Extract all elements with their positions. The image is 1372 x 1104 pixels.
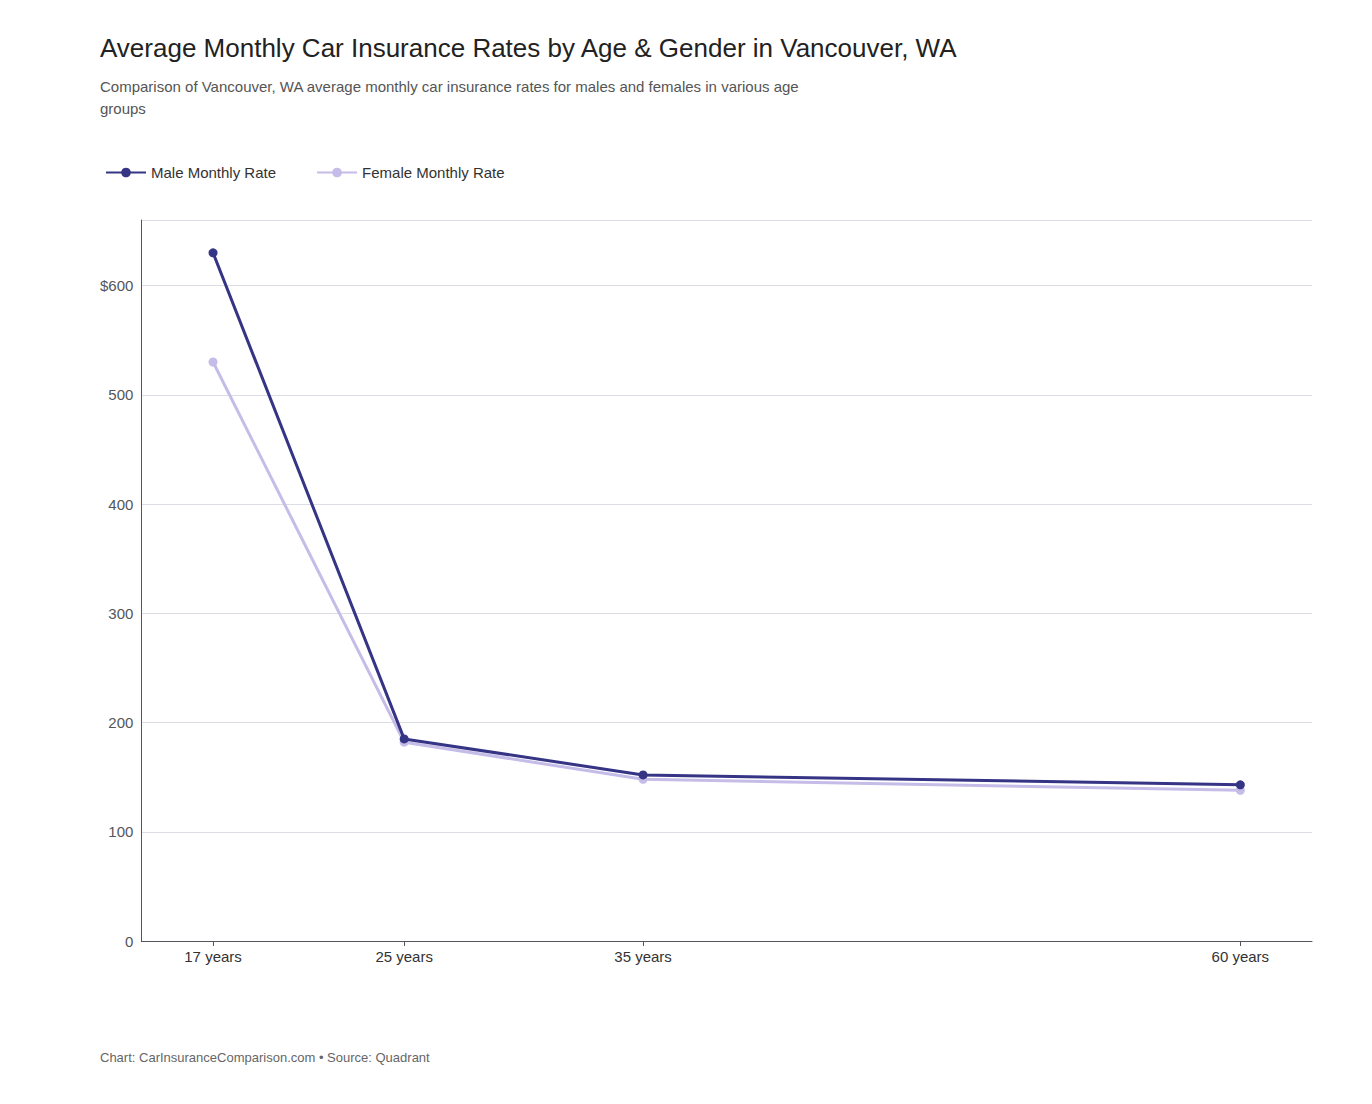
svg-text:0: 0 xyxy=(125,933,133,950)
svg-text:60 years: 60 years xyxy=(1212,948,1270,965)
svg-text:groups: groups xyxy=(100,100,146,117)
svg-text:Male Monthly Rate: Male Monthly Rate xyxy=(151,164,276,181)
svg-text:$600: $600 xyxy=(100,277,133,294)
svg-text:500: 500 xyxy=(108,386,133,403)
svg-text:17 years: 17 years xyxy=(184,948,242,965)
svg-text:100: 100 xyxy=(108,823,133,840)
svg-text:Comparison of Vancouver, WA av: Comparison of Vancouver, WA average mont… xyxy=(100,78,799,95)
svg-text:25 years: 25 years xyxy=(375,948,433,965)
svg-text:Female Monthly Rate: Female Monthly Rate xyxy=(362,164,505,181)
svg-text:35 years: 35 years xyxy=(614,948,672,965)
svg-text:Average Monthly Car Insurance: Average Monthly Car Insurance Rates by A… xyxy=(100,33,957,63)
svg-text:200: 200 xyxy=(108,714,133,731)
svg-text:400: 400 xyxy=(108,496,133,513)
svg-text:300: 300 xyxy=(108,605,133,622)
svg-text:Chart: CarInsuranceComparison.: Chart: CarInsuranceComparison.com • Sour… xyxy=(100,1050,430,1065)
